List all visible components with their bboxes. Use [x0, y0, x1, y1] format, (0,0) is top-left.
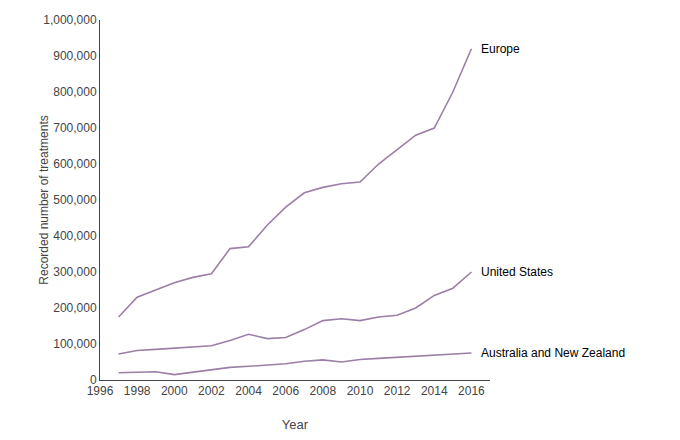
svg-text:2010: 2010 [347, 384, 374, 398]
svg-text:2016: 2016 [458, 384, 485, 398]
svg-text:0: 0 [90, 373, 97, 387]
svg-text:2000: 2000 [161, 384, 188, 398]
svg-text:1,000,000: 1,000,000 [43, 13, 97, 27]
svg-text:200,000: 200,000 [53, 301, 97, 315]
svg-text:100,000: 100,000 [53, 337, 97, 351]
svg-text:400,000: 400,000 [53, 229, 97, 243]
svg-text:1998: 1998 [124, 384, 151, 398]
svg-text:1996: 1996 [87, 384, 114, 398]
svg-text:Europe: Europe [481, 42, 520, 56]
svg-text:2002: 2002 [198, 384, 225, 398]
svg-text:300,000: 300,000 [53, 265, 97, 279]
svg-text:500,000: 500,000 [53, 193, 97, 207]
svg-text:2012: 2012 [384, 384, 411, 398]
svg-text:Year: Year [282, 417, 309, 432]
svg-text:600,000: 600,000 [53, 157, 97, 171]
svg-text:2008: 2008 [310, 384, 337, 398]
svg-text:Recorded number of treatments: Recorded number of treatments [37, 115, 51, 284]
svg-text:800,000: 800,000 [53, 85, 97, 99]
svg-text:2004: 2004 [235, 384, 262, 398]
svg-text:2006: 2006 [272, 384, 299, 398]
svg-text:United States: United States [481, 265, 553, 279]
svg-text:700,000: 700,000 [53, 121, 97, 135]
svg-text:2014: 2014 [421, 384, 448, 398]
svg-text:900,000: 900,000 [53, 49, 97, 63]
svg-text:Australia and New Zealand: Australia and New Zealand [481, 346, 625, 360]
